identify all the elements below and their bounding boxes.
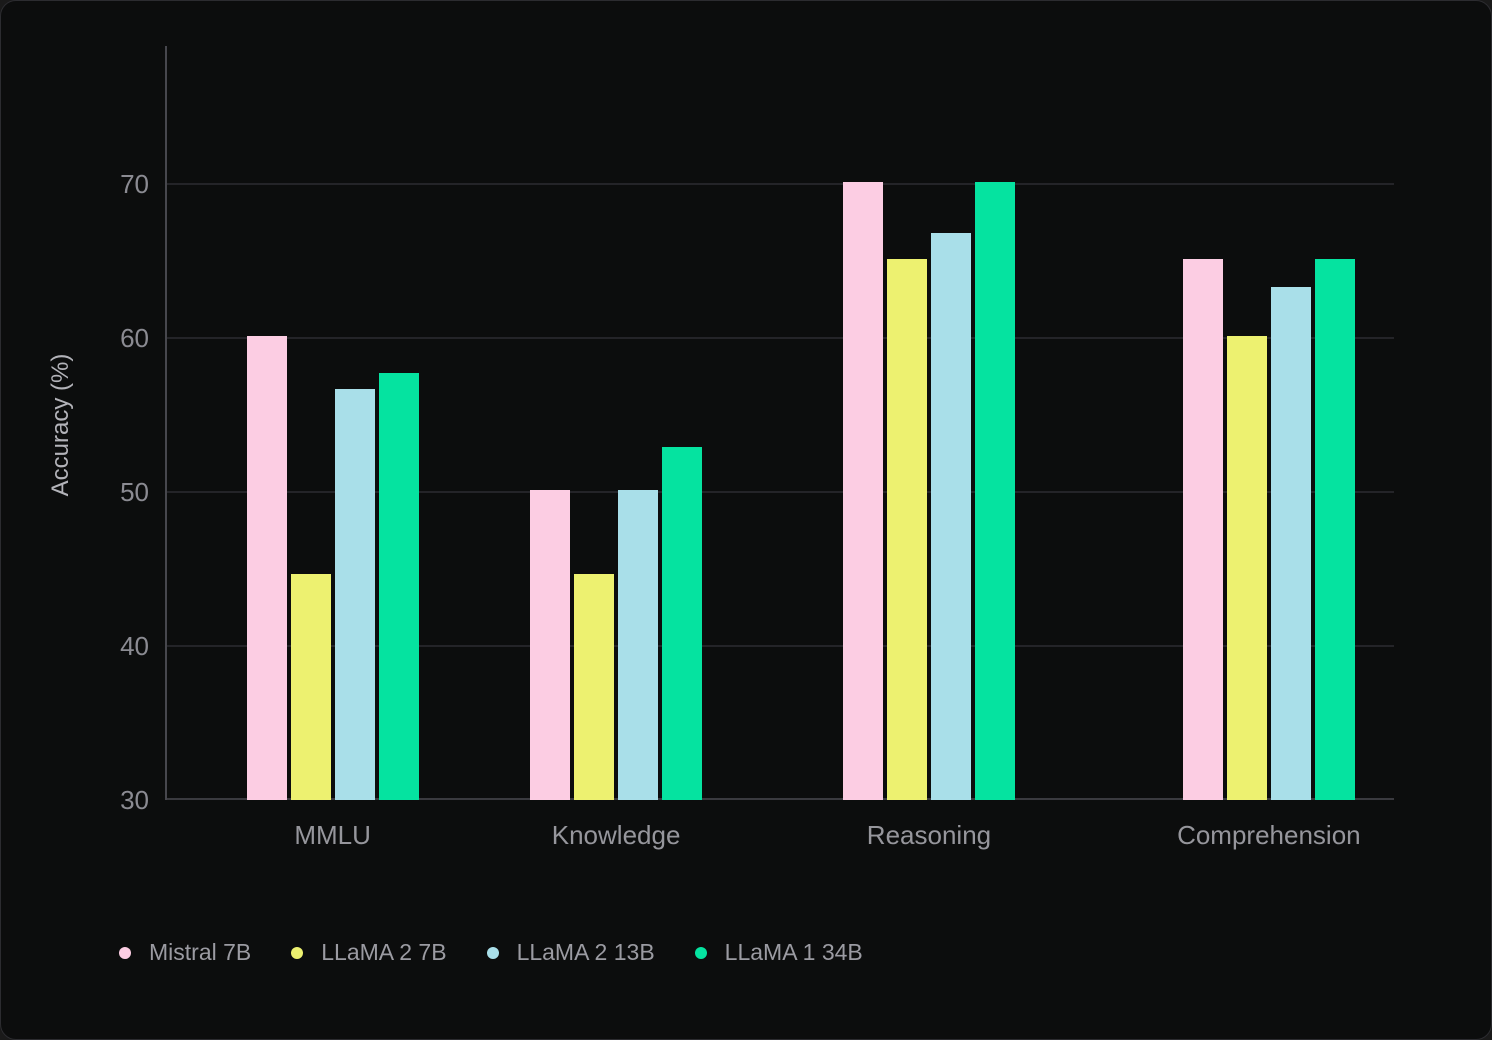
legend-item-mistral-7b[interactable]: Mistral 7B xyxy=(119,939,251,966)
gridline-40 xyxy=(166,645,1394,647)
legend-dot-icon xyxy=(486,946,499,959)
y-tick-label-50: 50 xyxy=(120,477,149,507)
bar-llama-2-13b-mmlu xyxy=(334,388,375,800)
legend-label: LLaMA 2 7B xyxy=(321,939,447,965)
bar-llama-1-34b-comprehension xyxy=(1314,259,1355,800)
legend-dot-icon xyxy=(119,946,131,959)
y-axis-line xyxy=(165,46,167,800)
bar-mistral-7b-comprehension xyxy=(1182,259,1223,800)
legend-label: LLaMA 1 34B xyxy=(724,939,863,965)
legend-dot-icon xyxy=(694,946,707,959)
legend-label: LLaMA 2 13B xyxy=(516,939,655,965)
bar-llama-1-34b-mmlu xyxy=(378,373,419,800)
legend-item-llama-2-13b[interactable]: LLaMA 2 13B xyxy=(486,939,655,966)
bar-llama-2-7b-knowledge xyxy=(574,573,615,800)
legend-item-llama-1-34b[interactable]: LLaMA 1 34B xyxy=(694,939,863,966)
y-tick-label-40: 40 xyxy=(120,631,149,661)
legend-dot-icon xyxy=(291,946,304,959)
y-axis-title-text: Accuracy (%) xyxy=(47,353,74,497)
x-category-label-reasoning: Reasoning xyxy=(866,820,992,850)
y-tick-label-70: 70 xyxy=(120,169,149,199)
legend: Mistral 7B LLaMA 2 7B LLaMA 2 13B LLaMA 1 3… xyxy=(119,939,863,966)
bar-llama-1-34b-knowledge xyxy=(662,447,703,800)
gridline-60 xyxy=(166,337,1394,339)
bar-mistral-7b-mmlu xyxy=(246,336,287,800)
bar-mistral-7b-knowledge xyxy=(530,490,571,800)
bar-llama-2-7b-mmlu xyxy=(290,573,331,800)
bar-llama-2-7b-reasoning xyxy=(886,259,927,800)
x-category-label-comprehension: Comprehension xyxy=(1177,820,1361,850)
y-tick-label-30: 30 xyxy=(120,785,149,815)
legend-item-llama-2-7b[interactable]: LLaMA 2 7B xyxy=(291,939,447,966)
x-category-label-knowledge: Knowledge xyxy=(551,820,681,850)
bar-llama-2-13b-knowledge xyxy=(618,490,659,800)
bar-llama-2-13b-comprehension xyxy=(1270,287,1311,800)
bar-llama-2-13b-reasoning xyxy=(930,233,971,800)
legend-label: Mistral 7B xyxy=(149,939,252,965)
bar-mistral-7b-reasoning xyxy=(842,182,883,800)
x-axis-baseline xyxy=(166,798,1394,800)
x-category-label-mmlu: MMLU xyxy=(294,820,371,850)
gridline-70 xyxy=(166,183,1394,185)
bar-llama-1-34b-reasoning xyxy=(974,182,1015,800)
y-tick-label-60: 60 xyxy=(120,323,149,353)
bar-llama-2-7b-comprehension xyxy=(1226,336,1267,800)
gridline-50 xyxy=(166,491,1394,493)
